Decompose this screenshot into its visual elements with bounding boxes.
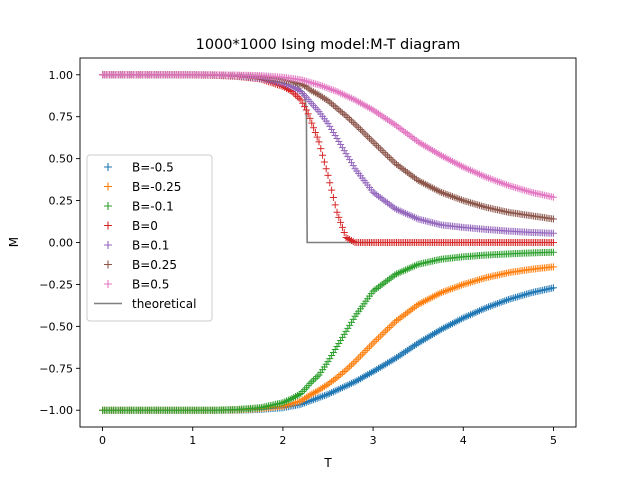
x-tick-label: 2 <box>279 434 286 447</box>
y-tick-label: −0.75 <box>39 362 73 375</box>
y-tick-label: 0.50 <box>49 153 74 166</box>
legend-item: B=0.5 <box>104 278 169 292</box>
x-tick-label: 3 <box>370 434 377 447</box>
legend-label: B=-0.1 <box>132 200 174 214</box>
legend-label: B=-0.5 <box>132 161 174 175</box>
y-tick-label: −0.25 <box>39 278 73 291</box>
legend-label: B=-0.25 <box>132 180 181 194</box>
y-tick-label: −0.50 <box>39 320 73 333</box>
legend-label: B=0 <box>132 219 158 233</box>
legend-item: B=0.1 <box>104 239 169 253</box>
legend-item: B=-0.5 <box>104 161 174 175</box>
legend-marker-icon <box>104 241 112 249</box>
y-axis-label: M <box>7 237 21 247</box>
x-axis-label: T <box>323 456 332 470</box>
y-tick-label: 1.00 <box>49 69 74 82</box>
legend-label: B=0.25 <box>132 258 177 272</box>
y-tick-label: 0.75 <box>49 111 74 124</box>
legend-marker-icon <box>104 182 112 191</box>
legend-label: theoretical <box>132 297 196 311</box>
y-tick-label: 0.25 <box>49 195 74 208</box>
x-tick-label: 0 <box>99 434 106 447</box>
legend-item: theoretical <box>94 297 196 311</box>
legend-marker-icon <box>104 260 112 269</box>
series-B=0.5 <box>99 71 557 201</box>
chart-title: 1000*1000 Ising model:M-T diagram <box>196 37 461 53</box>
legend-item: B=-0.1 <box>104 200 174 214</box>
x-tick-label: 1 <box>189 434 196 447</box>
legend-label: B=0.5 <box>132 278 169 292</box>
markers-B=0.5 <box>99 71 557 201</box>
x-tick-label: 4 <box>460 434 467 447</box>
legend-label: B=0.1 <box>132 239 169 253</box>
axis-ticks: 0 1 2 3 4 5 −1.00 −0.75 −0.50 −0.25 0.00 0.25 0.50 0.… <box>39 69 557 447</box>
legend-item: B=0.25 <box>104 258 177 272</box>
legend-marker-icon <box>104 221 112 230</box>
x-tick-label: 5 <box>550 434 557 447</box>
legend-marker-icon <box>104 280 112 288</box>
legend-item: B=0 <box>104 219 158 233</box>
y-tick-label: 0.00 <box>49 237 74 250</box>
markers-B=-0.1 <box>99 248 557 414</box>
legend-item: B=-0.25 <box>104 180 181 194</box>
legend-box <box>86 154 213 322</box>
legend: B=-0.5 B=-0.25 B=-0.1 B=0 B=0.1 B=0.25 B=0.5 th… <box>86 154 213 322</box>
y-tick-label: −1.00 <box>39 404 73 417</box>
legend-marker-icon <box>104 202 112 210</box>
series-B=-0.1 <box>99 248 557 414</box>
legend-marker-icon <box>104 163 112 171</box>
